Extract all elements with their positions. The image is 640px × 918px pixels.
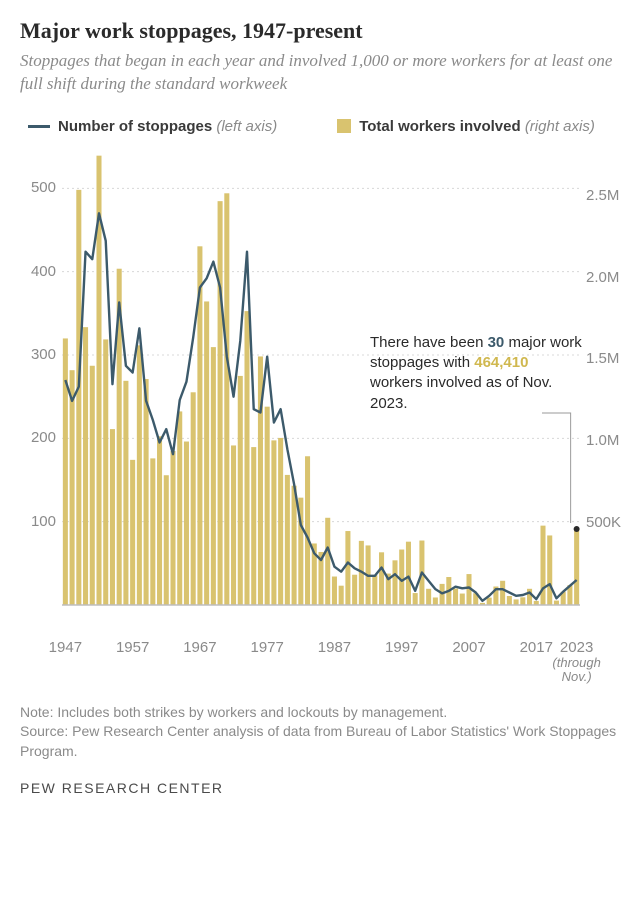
x-tick: 1977 — [250, 639, 283, 656]
annotation-stoppages-number: 30 — [488, 334, 505, 351]
chart-subtitle: Stoppages that began in each year and in… — [20, 50, 620, 96]
y-right-tick: 2.0M — [586, 269, 619, 286]
x-tick: 1987 — [318, 639, 351, 656]
x-tick: 1997 — [385, 639, 418, 656]
legend-line-swatch — [28, 125, 50, 128]
y-left-tick: 500 — [20, 179, 56, 196]
legend-item-line: Number of stoppages (left axis) — [28, 118, 277, 135]
y-right-tick: 500K — [586, 514, 621, 531]
y-left-tick: 200 — [20, 429, 56, 446]
y-left-tick: 400 — [20, 263, 56, 280]
y-right-tick: 1.5M — [586, 350, 619, 367]
legend-line-axis: (left axis) — [216, 118, 277, 135]
legend: Number of stoppages (left axis) Total wo… — [20, 118, 620, 135]
x-tick: 1967 — [183, 639, 216, 656]
annotation-callout: There have been 30 major work stoppages … — [370, 333, 585, 414]
x-tick: 2023(through Nov.) — [552, 639, 600, 685]
x-axis-labels: 1947 1957 1967 1977 1987 1997 2007 20172023(thr… — [20, 635, 620, 685]
chart-notes: Note: Includes both strikes by workers a… — [20, 703, 620, 762]
x-tick: 2017 — [520, 639, 553, 656]
footer-attribution: PEW RESEARCH CENTER — [20, 780, 620, 814]
x-tick: 1947 — [49, 639, 82, 656]
chart-container: Major work stoppages, 1947-present Stopp… — [0, 0, 640, 814]
source-line: Source: Pew Research Center analysis of … — [20, 722, 620, 761]
x-tick: 1957 — [116, 639, 149, 656]
legend-item-bar: Total workers involved (right axis) — [337, 118, 595, 135]
legend-line-label: Number of stoppages — [58, 118, 212, 135]
y-right-tick: 2.5M — [586, 187, 619, 204]
y-right-tick: 1.0M — [586, 432, 619, 449]
annotation-workers-number: 464,410 — [474, 354, 528, 371]
y-left-tick: 300 — [20, 346, 56, 363]
legend-bar-axis: (right axis) — [525, 118, 595, 135]
chart-title: Major work stoppages, 1947-present — [20, 18, 620, 44]
note-line: Note: Includes both strikes by workers a… — [20, 703, 620, 723]
legend-bar-swatch — [337, 119, 351, 133]
x-tick-subtitle: (through Nov.) — [552, 656, 600, 685]
x-tick: 2007 — [452, 639, 485, 656]
legend-bar-label: Total workers involved — [359, 118, 520, 135]
chart-plot-area: 100 200 300 400 500 500K 1.0M 1.5M 2.0M 2.5M The… — [20, 145, 620, 635]
y-left-tick: 100 — [20, 513, 56, 530]
